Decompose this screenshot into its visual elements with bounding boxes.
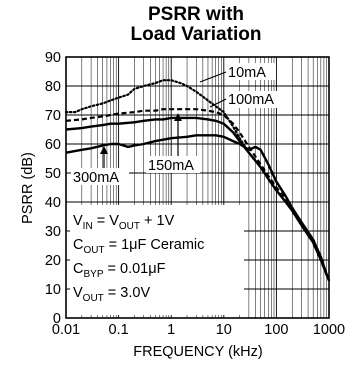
- y-tick-label: 30: [45, 224, 61, 240]
- label-300mA: 300mA: [73, 170, 119, 186]
- condition-vout-a-sub: OUT: [83, 293, 104, 304]
- arrow-100mA: [209, 98, 227, 108]
- y-tick-label: 90: [45, 50, 61, 66]
- x-tick-label: 0.1: [109, 322, 129, 338]
- condition-vout: VOUT = 3.0V: [73, 285, 150, 304]
- label-150mA: 150mA: [148, 158, 194, 174]
- y-tick-label: 60: [45, 137, 61, 153]
- condition-cbyp-b: = 0.01μF: [104, 261, 166, 277]
- plot-frame: [65, 56, 330, 319]
- condition-cout-b: = 1μF Ceramic: [105, 237, 205, 253]
- x-tick-label: 1: [167, 322, 175, 338]
- arrow-10mA: [199, 71, 227, 83]
- condition-cout: COUT = 1μF Ceramic: [73, 237, 204, 256]
- condition-cout-a: C: [73, 237, 83, 253]
- conditions-box: VIN = VOUT + 1V COUT = 1μF Ceramic CBYP …: [70, 205, 244, 315]
- y-tick-label: 70: [45, 108, 61, 124]
- condition-vout-a: V: [73, 285, 83, 301]
- condition-cbyp-a-sub: BYP: [83, 269, 103, 280]
- condition-cbyp: CBYP = 0.01μF: [73, 261, 166, 280]
- label-10mA: 10mA: [228, 65, 266, 81]
- y-tick-label: 40: [45, 195, 61, 211]
- y-tick-label: 80: [45, 79, 61, 95]
- condition-vin-b: = V: [93, 213, 120, 229]
- series-layer: [64, 79, 331, 282]
- condition-vin-a-sub: IN: [83, 221, 93, 232]
- label-bg-300mA: [71, 168, 129, 185]
- series-line-300mA: [65, 134, 331, 281]
- y-tick-label: 20: [45, 253, 61, 269]
- condition-vin: VIN = VOUT + 1V: [73, 213, 175, 232]
- conditions-bg: [70, 205, 244, 315]
- label-bg-150mA: [146, 156, 200, 173]
- label-bg-10mA: [226, 63, 276, 80]
- chart-title-line-2: Load Variation: [131, 24, 262, 45]
- condition-vin-a: V: [73, 213, 83, 229]
- x-axis-label: FREQUENCY (kHz): [133, 344, 262, 360]
- label-100mA: 100mA: [228, 92, 274, 108]
- tick-labels: 0 10 20 30 40 50 60 70 80 90 0.01 0.1 1 10 100 1000: [45, 50, 345, 338]
- condition-vout-b: = 3.0V: [104, 285, 151, 301]
- condition-vin-c: + 1V: [140, 213, 175, 229]
- condition-cout-a-sub: OUT: [83, 245, 104, 256]
- y-tick-label: 0: [53, 311, 61, 327]
- label-bg-100mA: [226, 91, 284, 108]
- x-tick-label: 10: [216, 322, 232, 338]
- condition-vin-b-sub: OUT: [119, 221, 140, 232]
- arrowhead-150mA: [174, 113, 182, 121]
- y-tick-label: 50: [45, 166, 61, 182]
- y-tick-label: 10: [45, 282, 61, 298]
- condition-cbyp-a: C: [73, 261, 83, 277]
- x-tick-label: 0.01: [52, 322, 80, 338]
- arrowhead-300mA: [100, 146, 108, 154]
- series-line-150mA: [65, 116, 331, 281]
- chart-title-line-1: PSRR with: [148, 4, 244, 25]
- y-axis-label: PSRR (dB): [20, 152, 36, 224]
- callouts: 10mA 100mA 150mA 300mA: [71, 63, 284, 186]
- x-tick-label: 100: [264, 322, 288, 338]
- x-tick-label: 1000: [313, 322, 345, 338]
